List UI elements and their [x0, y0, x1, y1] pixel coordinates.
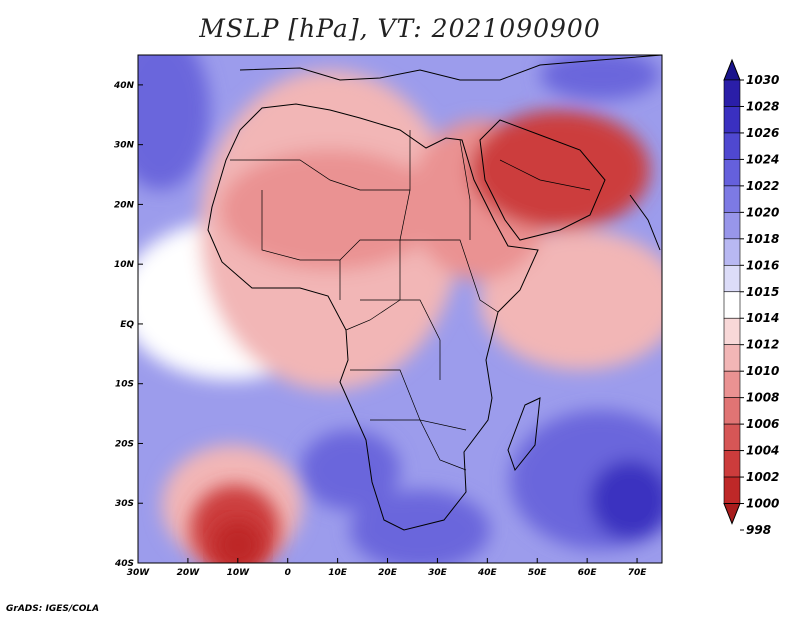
colorbar-swatch [723, 397, 741, 425]
colorbar-swatch [723, 344, 741, 372]
lon-tick-label: 10W [227, 568, 251, 578]
lat-tick-label: 40N [113, 81, 135, 91]
colorbar-swatch [723, 212, 741, 240]
arabia-low [470, 110, 650, 230]
europe-coastline [239, 55, 662, 81]
lat-tick-label: 20N [114, 200, 135, 210]
lon-tick-label: 0 [285, 568, 291, 578]
colorbar-label: 1004 [746, 444, 779, 458]
map-frame [137, 54, 663, 564]
colorbar: 1030 1028 1026 1024 1022 1020 1018 1016 1015 1014… [723, 58, 779, 537]
lat-tick-label: 30N [114, 141, 135, 151]
colorbar-label: 1008 [746, 391, 779, 405]
southwest-high [300, 430, 400, 510]
lon-tick-label: 60E [578, 568, 598, 578]
map-title: MSLP [hPa], VT: 2021090900 [199, 14, 601, 43]
colorbar-swatch [723, 79, 741, 107]
colorbar-label: 1026 [746, 126, 779, 140]
lat-tick-label: 40S [114, 559, 134, 569]
sahara-low [220, 150, 440, 270]
colorbar-label: 1024 [746, 152, 779, 166]
colorbar-top-arrow [723, 58, 741, 81]
indian-high-core [590, 460, 662, 540]
country-borders [230, 130, 591, 471]
colorbar-swatch [723, 106, 741, 134]
colorbar-label: 1006 [746, 417, 779, 431]
colorbar-label: 1022 [746, 179, 779, 193]
colorbar-label: 1012 [746, 338, 779, 352]
africa-coastline [207, 103, 539, 531]
colorbar-swatch [723, 264, 741, 293]
colorbar-label: 1002 [746, 470, 779, 484]
colorbar-label: 1028 [746, 99, 779, 113]
grads-credit: GrADS: IGES/COLA [6, 604, 100, 614]
colorbar-label: 998 [746, 523, 771, 537]
lat-tick-label: 20S [115, 439, 134, 449]
colorbar-swatch [723, 370, 741, 398]
lon-tick-label: 20W [177, 568, 201, 578]
lon-tick-label: 30E [428, 568, 448, 578]
pressure-field [138, 55, 662, 563]
india-coastline [629, 194, 661, 251]
lon-tick-label: 10E [328, 568, 348, 578]
lon-tick-label: 30W [127, 568, 151, 578]
colorbar-label: 1018 [746, 232, 779, 246]
lon-tick-label: 20E [378, 568, 398, 578]
colorbar-label: 1014 [746, 311, 779, 325]
colorbar-label: 1000 [746, 497, 779, 511]
lat-tick-label: EQ [120, 320, 134, 330]
colorbar-label: 1020 [746, 205, 779, 219]
atlantic-high-north [138, 55, 210, 190]
colorbar-swatch [723, 185, 741, 213]
colorbar-swatch [723, 423, 741, 451]
colorbar-swatch [723, 159, 741, 187]
madagascar-coastline [507, 397, 541, 472]
colorbar-swatch [723, 132, 741, 160]
colorbar-label: 1030 [746, 73, 779, 87]
coastlines [207, 55, 662, 531]
colorbar-label: 1010 [746, 364, 779, 378]
colorbar-swatch [723, 238, 741, 266]
colorbar-swatch [723, 476, 741, 504]
colorbar-swatch [723, 450, 741, 478]
colorbar-label: 1016 [746, 258, 779, 272]
lat-tick-label: 10N [114, 260, 135, 270]
colorbar-bottom-arrow [723, 503, 741, 525]
colorbar-label: 1015 [746, 285, 779, 299]
lon-tick-label: 70E [628, 568, 648, 578]
colorbar-swatch [723, 317, 741, 346]
lat-tick-label: 10S [115, 380, 134, 390]
lon-tick-label: 40E [477, 568, 498, 578]
central-asia-high [540, 55, 660, 100]
colorbar-swatch [723, 291, 741, 319]
south-atlantic-low-core [213, 520, 263, 563]
lon-tick-label: 50E [528, 568, 548, 578]
indian-ocean-low [480, 230, 662, 370]
lat-tick-label: 30S [115, 499, 134, 509]
longitude-ticks: 30W 20W 10W 0 10E 20E 30E 40E 50E 60E 70E [127, 558, 647, 578]
arabia-coastline [479, 119, 606, 241]
latitude-ticks: 40N 30N 20N 10N EQ 10S 20S 30S 40S [113, 81, 143, 569]
